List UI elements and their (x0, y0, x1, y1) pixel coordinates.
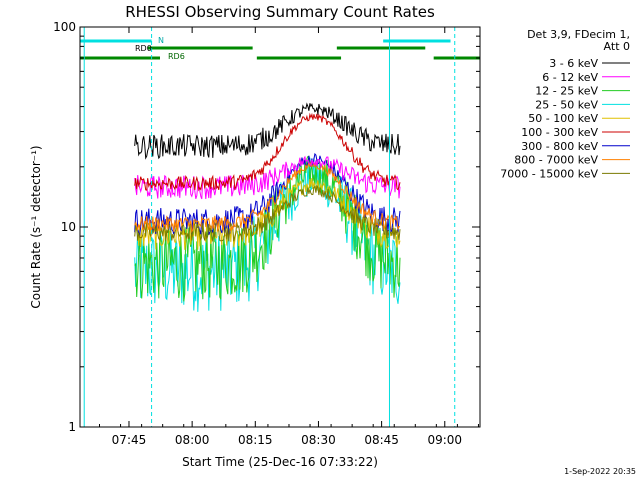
x-tick-label-0: 07:45 (112, 433, 147, 447)
x-tick-label-3: 08:30 (301, 433, 336, 447)
y-axis-ticks: 1 10 100 (53, 20, 480, 434)
attenuator-label-n: N (158, 36, 164, 45)
y-tick-label-1: 10 (61, 220, 76, 234)
attenuator-label-rd6: RD6 (168, 52, 185, 61)
legend-header-line1: Det 3,9, FDecim 1, (527, 28, 630, 41)
y-tick-label-0: 1 (68, 420, 76, 434)
y-axis-label: Count Rate (s⁻¹ detector⁻¹) (29, 145, 43, 308)
series-line-0 (134, 102, 401, 160)
y-tick-label-2: 100 (53, 20, 76, 34)
x-tick-label-5: 09:00 (427, 433, 462, 447)
plot-series (134, 102, 401, 312)
legend-label-0: 3 - 6 keV (549, 57, 598, 70)
x-tick-label-1: 08:00 (175, 433, 210, 447)
legend-label-1: 6 - 12 keV (542, 71, 598, 84)
legend-header-line2: Att 0 (604, 40, 630, 53)
attenuator-bars (80, 39, 480, 60)
series-line-1 (134, 155, 401, 200)
x-axis-label: Start Time (25-Dec-16 07:33:22) (182, 455, 378, 469)
legend-label-2: 12 - 25 keV (535, 85, 598, 98)
legend-label-8: 7000 - 15000 keV (500, 167, 598, 180)
x-axis-ticks: 07:45 08:00 08:15 08:30 08:45 09:00 (99, 27, 479, 447)
legend-label-5: 100 - 300 keV (521, 126, 598, 139)
timestamp: 1-Sep-2022 20:35 (564, 467, 636, 476)
legend-label-4: 50 - 100 keV (528, 112, 598, 125)
attenuator-label-rd0: RD0 (135, 44, 152, 53)
series-line-7 (134, 160, 401, 234)
legend-label-7: 800 - 7000 keV (514, 154, 598, 167)
x-tick-label-2: 08:15 (238, 433, 273, 447)
series-line-8 (134, 184, 401, 242)
legend-label-6: 300 - 800 keV (521, 140, 598, 153)
series-line-5 (134, 112, 401, 192)
x-tick-label-4: 08:45 (364, 433, 399, 447)
legend-label-3: 25 - 50 keV (535, 98, 598, 111)
chart-title: RHESSI Observing Summary Count Rates (125, 3, 435, 21)
